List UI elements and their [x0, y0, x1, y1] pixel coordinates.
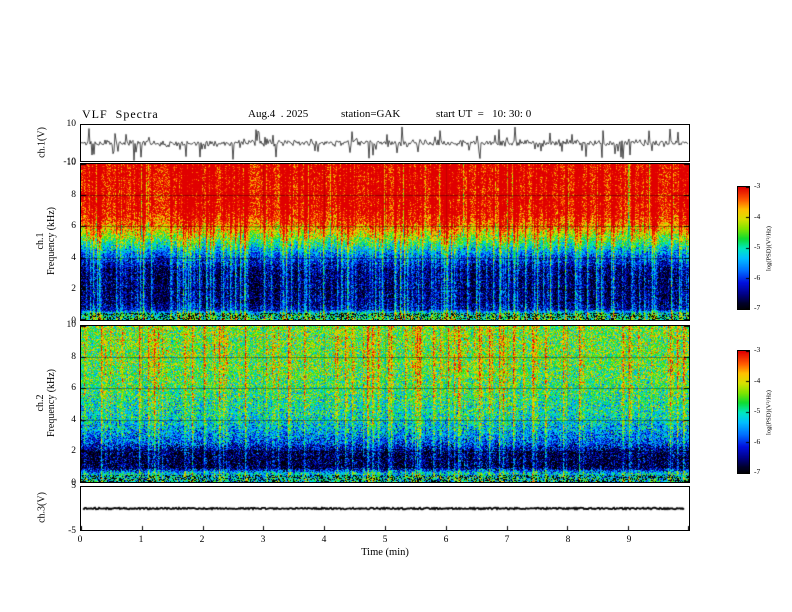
ch2-spectrogram-canvas	[81, 326, 689, 482]
ch2-colorbar-tick-label: -7	[754, 467, 761, 476]
x-tick-label: 1	[138, 535, 144, 545]
x-tick-label: 4	[321, 535, 327, 545]
ch1-wave-ytick-label: 10	[66, 119, 77, 129]
ch1-colorbar-tick-label: -4	[754, 211, 761, 221]
ch2-spec-ytick-label: 4	[71, 414, 76, 425]
ch1-spec-ytick-label: 8	[71, 189, 76, 200]
ch2-spec-ytick-label: 6	[71, 383, 76, 394]
ch2-spectrogram-panel	[80, 325, 690, 483]
start-ut-label: start UT = 10: 30: 0	[436, 108, 532, 120]
ch1-spec-ytick-label: 2	[71, 284, 76, 295]
figure-title: VLF Spectra	[82, 107, 159, 121]
ch2-colorbar-tick-label: -6	[754, 436, 761, 446]
ch1-spec-ytick-label: 0	[71, 316, 76, 326]
ch3-ytick-label: 5	[71, 481, 76, 491]
x-tick-label: 0	[77, 535, 83, 545]
ch1-spectrogram-canvas	[81, 164, 689, 320]
x-axis-label: Time (min)	[361, 547, 409, 558]
x-tick-label: 7	[504, 535, 510, 545]
ch2-channel-label: ch.2	[35, 394, 46, 412]
ch1-colorbar-tick-label: -6	[754, 272, 761, 282]
date-label: Aug.4 . 2025	[248, 108, 309, 120]
ch2-spec-ytick-label: 8	[71, 351, 76, 362]
x-tick-label: 8	[565, 535, 571, 545]
x-tick-label: 3	[260, 535, 266, 545]
ch2-spec-ytick-label: 0	[71, 478, 76, 488]
ch2-colorbar	[737, 350, 750, 474]
ch2-colorbar-tick-label: -4	[754, 375, 761, 385]
ch2-colorbar-canvas	[738, 351, 749, 473]
ch1-colorbar-tick-label: -7	[754, 303, 761, 312]
ch3-panel	[80, 486, 690, 531]
ch1-wave-ytick-label: -10	[63, 157, 76, 167]
station-label: station=GAK	[341, 108, 401, 120]
x-tick-label: 2	[199, 535, 205, 545]
ch1-colorbar-tick-label: -5	[754, 242, 761, 251]
ch1-spec-ytick-label: 10	[66, 158, 77, 168]
ch1-spectrogram-panel	[80, 163, 690, 321]
ch1-colorbar-tick-label: -3	[754, 181, 761, 190]
ch2-colorbar-tick-label: -5	[754, 406, 761, 415]
ch2-colorbar-tick-label: -3	[754, 345, 761, 354]
x-tick-label: 6	[443, 535, 449, 545]
x-tick-label: 9	[626, 535, 632, 545]
ch1-channel-label: ch.1	[35, 232, 46, 250]
ch1-waveform-canvas	[81, 125, 689, 161]
ch1-spec-ytick-label: 4	[71, 252, 76, 263]
ch1-waveform-panel	[80, 124, 690, 162]
ch1-colorbar	[737, 186, 750, 310]
ch2-spec-ytick-label: 10	[66, 320, 77, 330]
ch2-spec-ytick-label: 2	[71, 446, 76, 457]
ch3-ytick-label: -5	[68, 526, 76, 536]
ch1-colorbar-canvas	[738, 187, 749, 309]
ch3-canvas	[81, 487, 689, 530]
x-tick-label: 5	[382, 535, 388, 545]
ch1-spec-ytick-label: 6	[71, 221, 76, 232]
